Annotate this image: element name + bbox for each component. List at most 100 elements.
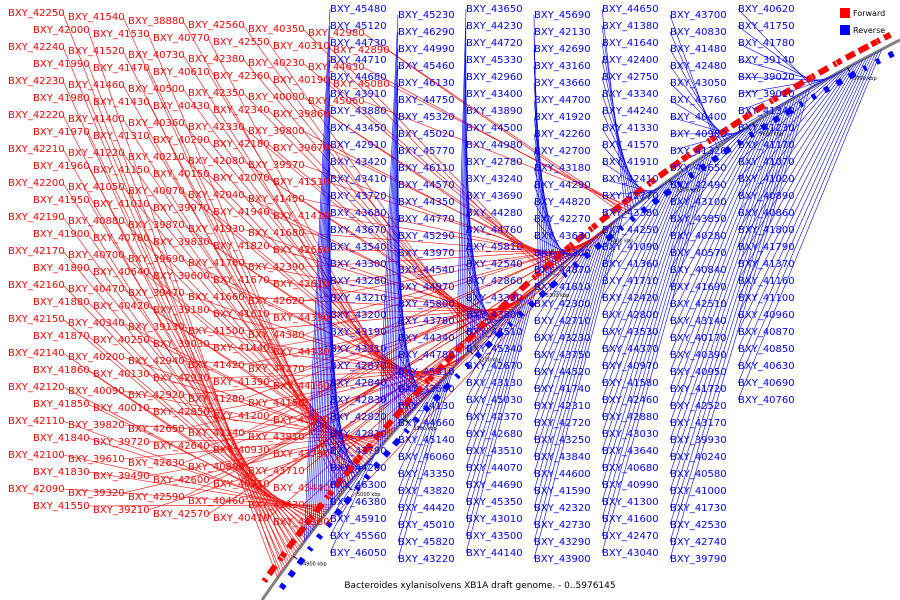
reverse-connector <box>327 195 331 511</box>
reverse-connector <box>601 181 667 265</box>
forward-connector <box>362 100 634 208</box>
reverse-connector <box>737 65 852 231</box>
reverse-connector <box>533 244 586 322</box>
forward-connector <box>242 92 485 337</box>
forward-gene-block <box>356 454 364 461</box>
reverse-gene-block <box>772 114 781 124</box>
forward-connector <box>267 177 496 327</box>
gene-label: BXY_41810 <box>534 282 591 293</box>
gene-label: BXY_40010 <box>93 403 150 414</box>
reverse-connector <box>329 399 356 478</box>
gene-label: BXY_41360 <box>602 259 659 270</box>
gene-label: BXY_42780 <box>466 157 523 168</box>
gene-label: BXY_41000 <box>670 486 727 497</box>
reverse-connector <box>669 102 787 424</box>
forward-connector <box>387 49 627 213</box>
gene-label: BXY_39490 <box>93 471 150 482</box>
forward-connector <box>327 249 578 253</box>
reverse-connector <box>601 164 692 418</box>
reverse-connector <box>303 8 331 543</box>
gene-label: BXY_41220 <box>68 148 125 159</box>
reverse-connector <box>601 165 689 401</box>
forward-connector <box>302 245 585 302</box>
gene-label: BXY_43300 <box>330 259 387 270</box>
reverse-connector <box>533 249 581 288</box>
gene-label: BXY_44280 <box>466 208 523 219</box>
gene-label: BXY_44600 <box>534 469 591 480</box>
gene-label: BXY_43750 <box>534 350 591 361</box>
forward-gene-block <box>489 310 499 319</box>
reverse-connector <box>533 219 618 526</box>
gene-label: BXY_44520 <box>534 367 591 378</box>
gene-label: BXY_43710 <box>248 466 305 477</box>
forward-connector <box>327 113 560 268</box>
gene-label: BXY_44570 <box>398 180 455 191</box>
forward-connector <box>62 250 305 543</box>
gene-label: BXY_42130 <box>534 27 591 38</box>
gene-label: BXY_41540 <box>68 12 125 23</box>
forward-gene-block <box>759 102 766 111</box>
gene-labels: BXY_42250BXY_42000BXY_42240BXY_41990BXY_… <box>8 4 795 565</box>
gene-label: BXY_39690 <box>128 254 185 265</box>
reverse-connector <box>601 189 656 197</box>
gene-label: BXY_45690 <box>534 10 591 21</box>
gene-label: BXY_45910 <box>330 514 387 525</box>
gene-label: BXY_43200 <box>330 310 387 321</box>
gene-label: BXY_43910 <box>330 89 387 100</box>
gene-label: BXY_40680 <box>602 463 659 474</box>
gene-label: BXY_40780 <box>93 233 150 244</box>
gene-label: BXY_42200 <box>8 178 65 189</box>
gene-label: BXY_41840 <box>33 433 90 444</box>
gene-label: BXY_43240 <box>466 174 523 185</box>
gene-label: BXY_43360 <box>273 517 330 528</box>
legend-reverse-swatch <box>840 25 850 35</box>
gene-label: BXY_45020 <box>398 129 455 140</box>
gene-label: BXY_41530 <box>93 29 150 40</box>
gene-label: BXY_41400 <box>68 114 125 125</box>
forward-connector <box>207 37 409 416</box>
reverse-gene-block <box>810 93 818 101</box>
forward-gene-block <box>508 293 517 302</box>
gene-label: BXY_43790 <box>273 449 330 460</box>
gene-label: BXY_42690 <box>534 44 591 55</box>
gene-label: BXY_41470 <box>93 63 150 74</box>
gene-label: BXY_42160 <box>8 280 65 291</box>
reverse-connector <box>601 162 695 435</box>
gene-label: BXY_44230 <box>466 21 523 32</box>
reverse-connector <box>312 76 331 531</box>
reverse-connector <box>397 218 407 419</box>
gene-label: BXY_44070 <box>466 463 523 474</box>
reverse-connector <box>601 185 662 231</box>
gene-label: BXY_41070 <box>738 157 795 168</box>
gene-label: BXY_41550 <box>33 501 90 512</box>
forward-gene-block <box>780 89 787 98</box>
gene-label: BXY_44770 <box>398 214 455 225</box>
gene-label: BXY_40970 <box>602 361 659 372</box>
reverse-connector <box>397 235 409 416</box>
forward-connector <box>267 300 522 383</box>
reverse-connector <box>533 238 594 373</box>
gene-label: BXY_45080 <box>333 79 390 90</box>
reverse-connector <box>601 152 709 520</box>
gene-label: BXY_40630 <box>738 361 795 372</box>
gene-label: BXY_41450 <box>248 194 305 205</box>
reverse-connector <box>601 93 640 203</box>
reverse-connector <box>397 369 452 543</box>
forward-connector <box>267 109 487 335</box>
gene-label: BXY_44370 <box>602 344 659 355</box>
gene-label: BXY_43500 <box>466 531 523 542</box>
reverse-connector <box>737 74 834 129</box>
gene-label: BXY_40890 <box>738 191 795 202</box>
reverse-connector <box>319 127 331 522</box>
gene-label: BXY_40950 <box>670 367 727 378</box>
gene-label: BXY_43210 <box>330 293 387 304</box>
reverse-gene-block <box>484 340 494 349</box>
gene-label: BXY_43630 <box>534 231 591 242</box>
forward-connector <box>302 232 576 255</box>
axis-tick-label: 5000 kbp <box>357 492 381 498</box>
forward-connector <box>62 488 331 508</box>
gene-label: BXY_39010 <box>738 89 795 100</box>
forward-connector <box>62 284 308 538</box>
gene-label: BXY_42680 <box>466 429 523 440</box>
forward-connector <box>207 139 421 403</box>
